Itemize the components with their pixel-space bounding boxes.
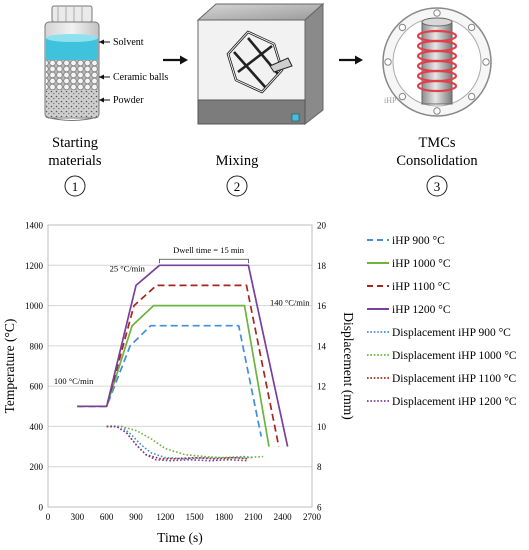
y2-tick-label: 8 (317, 462, 322, 472)
jar-illustration (44, 5, 100, 121)
step2-number: 2 (234, 179, 241, 194)
solvent-layer (46, 38, 98, 60)
x-tick-label: 300 (71, 512, 85, 522)
y2-tick-label: 16 (317, 301, 327, 311)
y-tick-label: 1200 (25, 261, 44, 271)
step2-number-circle (226, 175, 248, 197)
mixer-base (197, 99, 306, 125)
heating-coil (416, 29, 458, 93)
x-tick-label: 2700 (303, 512, 322, 522)
y-tick-label: 1400 (25, 221, 44, 231)
chart-annotation: 140 °C/min (270, 298, 310, 308)
chart-annotation: 100 °C/min (54, 376, 94, 386)
x-tick-label: 2400 (274, 512, 293, 522)
x-axis-label: Time (s) (157, 530, 203, 545)
press-illustration (382, 7, 492, 117)
y-tick-label: 200 (30, 462, 44, 472)
step1-number-circle (64, 175, 86, 197)
x-tick-label: 1800 (215, 512, 234, 522)
step3-number-circle (426, 175, 448, 197)
series-line-8 (106, 425, 249, 462)
y2-axis-label: Displacement (mm) (341, 312, 356, 420)
legend-label: iHP 900 °C (392, 235, 445, 247)
powder-layer (46, 90, 98, 117)
series-line-2 (77, 304, 270, 447)
plot-series (77, 264, 289, 462)
legend-label: Displacement iHP 1000 °C (392, 350, 517, 362)
press-bolts (384, 9, 490, 115)
plot-grid (48, 264, 312, 468)
jar-label-arrows (99, 39, 110, 103)
x-tick-label: 900 (129, 512, 143, 522)
step3-number: 3 (434, 179, 441, 194)
step3-title-line1: TMCs (418, 135, 455, 151)
step1-number: 1 (72, 179, 79, 194)
step2-title: Mixing (216, 153, 259, 169)
solvent-label: Solvent (113, 37, 144, 48)
x-tick-label: 600 (100, 512, 114, 522)
legend-label: iHP 1200 °C (392, 304, 451, 316)
x-tick-label: 2100 (244, 512, 263, 522)
series-line-6 (106, 425, 264, 459)
plot-ticks: 0200400600800100012001400681012141618200… (25, 221, 327, 523)
series-line-7 (106, 425, 249, 460)
legend-label: Displacement iHP 1100 °C (392, 373, 516, 385)
legend: iHP 900 °C iHP 1000 °C iHP 1100 °C iHP 1200… (367, 235, 517, 408)
series-line-1 (77, 324, 263, 437)
mixing-cage-highlight (227, 31, 283, 93)
plot-area (47, 224, 313, 508)
ceramic-balls-label: Ceramic balls (113, 72, 168, 83)
mixer-illustration (196, 2, 325, 126)
legend-label: Displacement iHP 1200 °C (392, 396, 517, 408)
y2-tick-label: 18 (317, 261, 327, 271)
y-axis-label: Temperature (°C) (2, 319, 17, 414)
x-tick-label: 1200 (156, 512, 175, 522)
x-tick-label: 0 (46, 512, 51, 522)
step1-title-line1: Starting (52, 135, 98, 151)
step1-title-line2: materials (48, 153, 102, 169)
ceramic-balls-layer (46, 60, 98, 90)
chart-annotation: Dwell time = 15 min (173, 245, 245, 255)
y2-tick-label: 20 (317, 221, 327, 231)
x-tick-label: 1500 (186, 512, 205, 522)
legend-label: iHP 1100 °C (392, 281, 450, 293)
y2-tick-label: 6 (317, 503, 322, 513)
mixer-side (304, 2, 324, 126)
y-tick-label: 800 (30, 341, 44, 351)
series-line-3 (77, 284, 280, 447)
plot-annotations: 100 °C/min 25 °C/min Dwell time = 15 min 14… (54, 245, 310, 386)
process-arrow-2 (339, 55, 363, 65)
y2-tick-label: 12 (317, 382, 326, 392)
y-tick-label: 400 (30, 422, 44, 432)
step3-title-line2: Consolidation (396, 153, 478, 169)
series-line-4 (77, 264, 289, 447)
chart-annotation: 25 °C/min (110, 263, 146, 273)
process-arrow-1 (163, 55, 188, 65)
legend-label: iHP 1000 °C (392, 258, 451, 270)
y-tick-label: 1000 (25, 301, 44, 311)
y2-tick-label: 14 (317, 341, 327, 351)
y-tick-label: 600 (30, 382, 44, 392)
dwell-bracket (159, 258, 249, 264)
press-label: iHP (384, 96, 397, 105)
powder-label: Powder (113, 95, 144, 106)
mixer-top (196, 3, 325, 21)
y2-tick-label: 10 (317, 422, 327, 432)
legend-label: Displacement iHP 900 °C (392, 327, 511, 339)
y-tick-label: 0 (39, 503, 44, 513)
